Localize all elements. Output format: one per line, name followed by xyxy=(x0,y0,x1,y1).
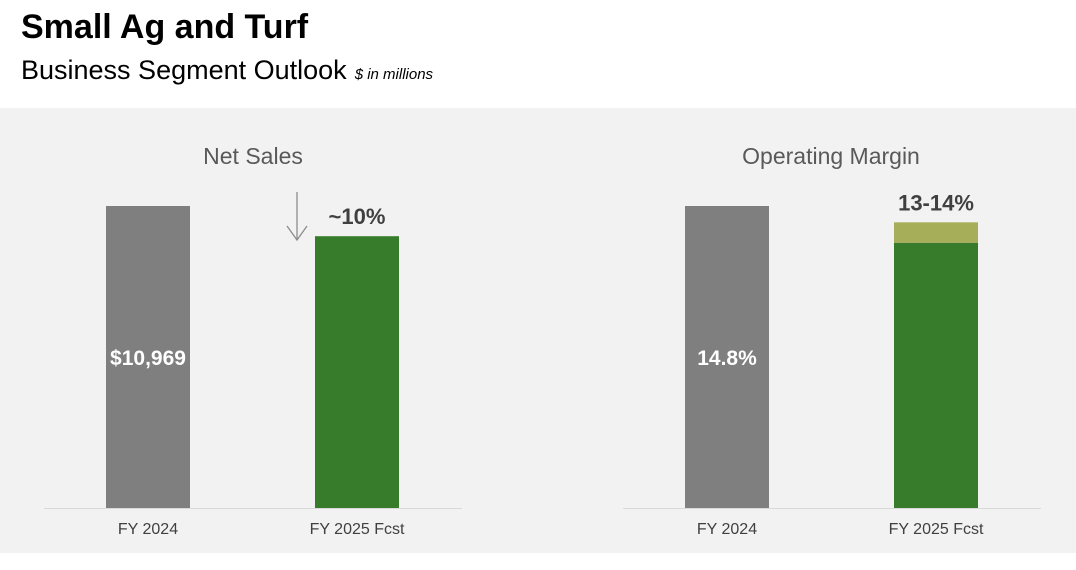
bar-value-label: 14.8% xyxy=(697,347,757,370)
bar xyxy=(315,236,399,508)
forecast-annotation: ~10% xyxy=(329,204,386,229)
forecast-annotation: 13-14% xyxy=(898,190,974,215)
page-title: Small Ag and Turf xyxy=(21,8,309,46)
x-tick-label: FY 2025 Fcst xyxy=(310,521,405,538)
x-tick-label: FY 2024 xyxy=(697,521,757,538)
chart-panel: Net Sales FY 2024 $10,969 FY 2025 Fcst ~10% O… xyxy=(0,108,1076,553)
units-note: $ in millions xyxy=(354,66,434,83)
bar-value-label: $10,969 xyxy=(110,347,186,370)
chart-title: Operating Margin xyxy=(742,143,920,169)
down-arrow-head-icon xyxy=(286,225,308,242)
range-bar xyxy=(894,222,978,243)
x-tick-label: FY 2024 xyxy=(118,521,178,538)
subtitle-text: Business Segment Outlook xyxy=(21,55,347,85)
x-tick-label: FY 2025 Fcst xyxy=(889,521,984,538)
chart-title: Net Sales xyxy=(203,143,303,169)
bar xyxy=(894,242,978,508)
charts-svg: Net Sales FY 2024 $10,969 FY 2025 Fcst ~10% O… xyxy=(44,143,1041,538)
page-subtitle: Business Segment Outlook $ in millions xyxy=(21,55,433,86)
bar xyxy=(106,206,190,508)
bar xyxy=(685,206,769,508)
